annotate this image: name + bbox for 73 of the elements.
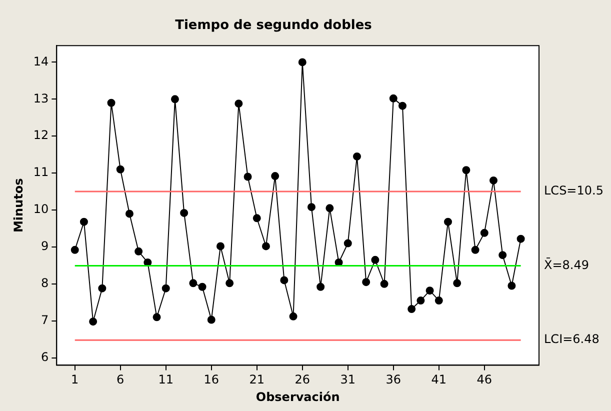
point <box>70 246 79 254</box>
point <box>216 242 224 250</box>
x-tick-label: 11 <box>158 372 174 387</box>
point <box>498 251 507 260</box>
ref-line-label: X̄=8.49 <box>544 258 589 272</box>
y-tick-label: 11 <box>33 165 49 180</box>
point <box>326 204 334 212</box>
point <box>198 282 206 291</box>
point <box>489 176 498 184</box>
point <box>226 279 234 288</box>
point <box>462 166 470 174</box>
point <box>426 286 434 295</box>
point <box>98 284 106 292</box>
point <box>134 247 143 256</box>
point <box>298 58 306 66</box>
point <box>89 318 98 326</box>
point <box>271 172 280 180</box>
point <box>371 256 380 264</box>
x-tick-label: 31 <box>340 372 356 387</box>
y-tick-label: 12 <box>33 128 49 142</box>
x-tick-label: 46 <box>476 372 492 387</box>
point <box>380 280 388 288</box>
point <box>434 296 443 305</box>
point <box>398 102 406 110</box>
x-tick-label: 36 <box>386 372 402 387</box>
point <box>289 312 298 320</box>
point <box>234 100 243 108</box>
x-tick-label: 1 <box>71 372 79 387</box>
point <box>262 242 270 250</box>
point <box>162 284 170 292</box>
point <box>152 313 161 322</box>
point <box>516 234 525 243</box>
point <box>207 316 216 324</box>
point <box>244 172 252 181</box>
y-axis-title: Minutos <box>11 178 26 233</box>
point <box>80 218 88 226</box>
y-tick-label: 6 <box>41 350 49 364</box>
chart-title: Tiempo de segundo dobles <box>175 18 372 34</box>
point <box>408 305 416 314</box>
point <box>125 210 134 218</box>
point <box>389 94 398 102</box>
point <box>116 165 124 174</box>
x-tick-label: 16 <box>204 372 220 387</box>
y-tick-label: 9 <box>41 239 49 254</box>
point <box>316 282 325 291</box>
x-tick-label: 21 <box>249 372 265 387</box>
x-tick-label: 26 <box>294 372 310 387</box>
point <box>180 208 188 217</box>
point <box>480 228 488 237</box>
point <box>362 278 370 286</box>
y-tick-label: 13 <box>33 91 49 106</box>
point <box>352 152 361 160</box>
point <box>252 214 261 222</box>
point <box>471 246 480 254</box>
ref-line-label: LCI=6.48 <box>544 332 600 346</box>
point <box>444 218 452 226</box>
x-tick-label: 41 <box>431 372 447 387</box>
point <box>189 279 198 288</box>
point <box>107 98 116 107</box>
point <box>344 239 352 248</box>
point <box>416 296 425 305</box>
ref-line-label: LCS=10.5 <box>544 184 604 198</box>
y-tick-label: 8 <box>41 276 49 290</box>
point <box>170 95 179 104</box>
x-tick-label: 6 <box>116 372 124 387</box>
y-tick-label: 10 <box>33 202 49 216</box>
y-tick-label: 14 <box>33 54 49 68</box>
point <box>453 279 462 288</box>
point <box>508 282 516 290</box>
point <box>280 276 288 284</box>
point <box>307 203 316 212</box>
x-axis-title: Observación <box>256 390 340 404</box>
y-tick-label: 7 <box>41 312 49 327</box>
